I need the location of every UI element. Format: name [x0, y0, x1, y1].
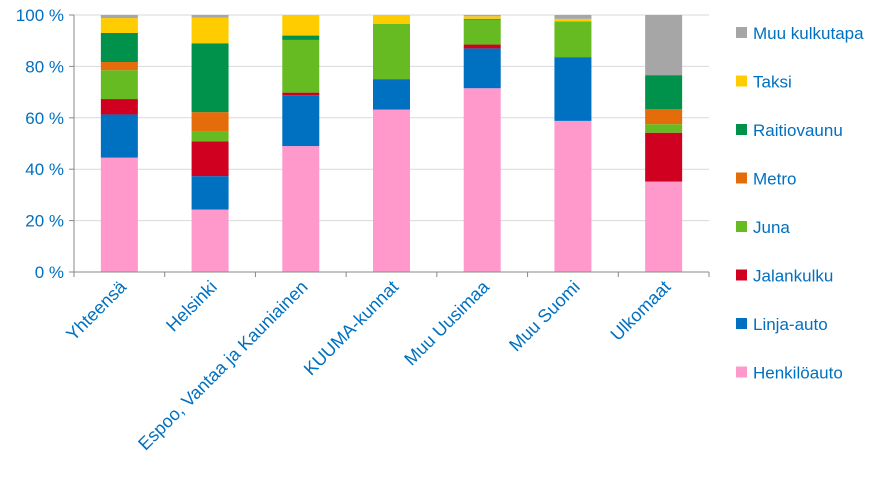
bar-segment-linja-auto — [463, 48, 501, 89]
bar-segment-jalankulku — [463, 44, 501, 49]
legend-label: Juna — [753, 218, 790, 237]
bar-segment-muu-kulkutapa — [554, 15, 592, 19]
bar-segment-juna — [645, 124, 683, 133]
bars-layer — [100, 15, 683, 273]
bar-segment-juna — [282, 39, 320, 93]
legend-swatch — [736, 366, 747, 378]
bar-segment-taksi — [463, 16, 501, 19]
bar-segment-henkilöauto — [191, 209, 229, 272]
legend-swatch — [736, 318, 747, 329]
bar-segment-linja-auto — [100, 114, 138, 158]
bar-segment-metro — [191, 112, 229, 132]
bar-segment-jalankulku — [554, 57, 592, 58]
bar-segment-metro — [100, 62, 138, 71]
legend-label: Muu kulkutapa — [753, 24, 864, 43]
bar-segment-muu-kulkutapa — [191, 15, 229, 18]
bar-segment-raitiovaunu — [645, 75, 683, 110]
bar-segment-linja-auto — [554, 57, 592, 121]
x-category-label: Espoo, Vantaa ja Kauniainen — [134, 277, 311, 454]
y-tick-label: 100 % — [16, 6, 64, 25]
y-tick-label: 20 % — [25, 212, 64, 231]
x-category-label: Helsinki — [162, 277, 221, 336]
x-category-label: Ulkomaat — [607, 277, 675, 345]
bar-segment-taksi — [100, 18, 138, 33]
bar-segment-raitiovaunu — [191, 43, 229, 113]
bar-segment-linja-auto — [282, 95, 320, 147]
legend-label: Henkilöauto — [753, 364, 843, 383]
legend-swatch — [736, 221, 747, 232]
bar-segment-juna — [373, 23, 410, 80]
legend: Muu kulkutapa Taksi Raitiovaunu Metro Juna Ja… — [736, 24, 864, 383]
bar-segment-juna — [191, 131, 229, 142]
legend-swatch — [736, 172, 747, 184]
x-category-label: Yhteensä — [62, 276, 131, 345]
x-category-label: Muu Uusimaa — [400, 276, 493, 369]
legend-label: Linja-auto — [753, 315, 828, 334]
bar-segment-henkilöauto — [100, 157, 138, 272]
bar-segment-jalankulku — [282, 92, 320, 96]
bar-segment-linja-auto — [373, 80, 410, 110]
bar-segment-henkilöauto — [463, 88, 501, 273]
bar-segment-linja-auto — [191, 176, 229, 210]
bar-segment-juna — [100, 70, 138, 100]
bar-segment-taksi — [554, 18, 592, 22]
bar-segment-henkilöauto — [645, 181, 683, 272]
x-category-label: Muu Suomi — [505, 277, 584, 356]
bar-segment-henkilöauto — [554, 120, 592, 272]
bar-segment-raitiovaunu — [463, 18, 501, 20]
bar-segment-jalankulku — [373, 79, 410, 81]
bar-segment-muu-kulkutapa — [645, 15, 683, 76]
legend-swatch — [736, 27, 747, 38]
bar-segment-taksi — [282, 15, 320, 36]
bar-segment-jalankulku — [191, 141, 229, 177]
y-tick-labels: 0 % 20 % 40 % 60 % 80 % 100 % — [16, 6, 64, 282]
bar-segment-raitiovaunu — [100, 32, 138, 63]
y-tick-label: 40 % — [25, 160, 64, 179]
bar-segment-raitiovaunu — [282, 35, 320, 40]
axes-layer — [69, 14, 710, 277]
legend-label: Raitiovaunu — [753, 121, 843, 140]
legend-label: Taksi — [753, 73, 792, 92]
bar-segment-jalankulku — [645, 132, 683, 182]
y-tick-label: 0 % — [35, 263, 64, 282]
bar-segment-taksi — [373, 15, 410, 24]
y-tick-label: 80 % — [25, 57, 64, 76]
legend-swatch — [736, 269, 747, 281]
bar-segment-taksi — [191, 17, 229, 44]
bar-segment-juna — [554, 21, 592, 58]
bar-segment-henkilöauto — [373, 109, 410, 273]
legend-label: Jalankulku — [753, 267, 833, 286]
bar-segment-juna — [463, 19, 501, 45]
bar-segment-metro — [645, 109, 683, 125]
bar-segment-jalankulku — [100, 99, 138, 115]
bar-segment-muu-kulkutapa — [463, 15, 501, 17]
y-tick-label: 60 % — [25, 109, 64, 128]
bar-segment-muu-kulkutapa — [100, 15, 138, 19]
x-category-label: KUUMA-kunnat — [300, 277, 403, 380]
legend-label: Metro — [753, 170, 796, 189]
legend-swatch — [736, 75, 747, 87]
bar-segment-henkilöauto — [282, 146, 320, 272]
legend-swatch — [736, 124, 747, 135]
